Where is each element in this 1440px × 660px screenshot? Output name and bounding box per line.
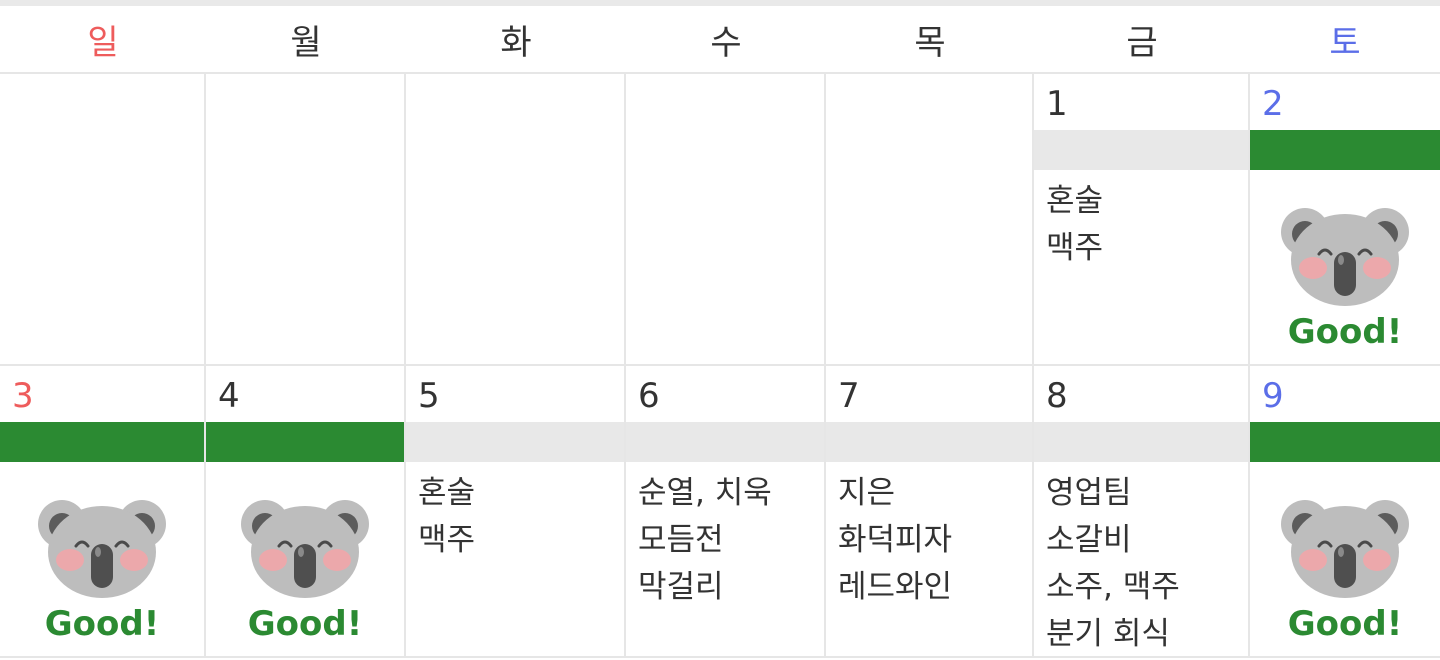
weekday-sat: 토	[1329, 22, 1361, 63]
empty-day-cell	[406, 74, 626, 364]
day-number: 3	[12, 376, 34, 416]
empty-day-cell	[626, 74, 826, 364]
empty-day-cell	[206, 74, 406, 364]
weekday-fri: 금	[1126, 22, 1158, 63]
good-stamp: Good!	[1250, 202, 1440, 352]
status-band-gray	[1034, 422, 1248, 462]
good-label: Good!	[1287, 604, 1403, 644]
day-cell-9[interactable]: 9 Good!	[1250, 366, 1440, 656]
event-item: 화덕피자	[838, 522, 953, 558]
event-item: 지은	[838, 475, 896, 511]
event-item: 소주, 맥주	[1046, 569, 1180, 605]
event-item: 분기 회식	[1046, 616, 1170, 652]
weekday-mon: 월	[290, 22, 322, 63]
day-number: 9	[1262, 376, 1284, 416]
day-number: 5	[418, 376, 440, 416]
day-number: 2	[1262, 84, 1284, 124]
good-stamp: Good!	[1250, 494, 1440, 644]
top-divider	[0, 0, 1440, 6]
weekday-wed: 수	[710, 22, 742, 63]
event-item: 소갈비	[1046, 522, 1132, 558]
good-label: Good!	[247, 604, 363, 644]
event-item: 순열, 치욱	[638, 475, 772, 511]
event-item: 혼술	[1046, 183, 1104, 219]
day-cell-4[interactable]: 4 Good!	[206, 366, 406, 656]
status-band-green	[0, 422, 204, 462]
status-band-gray	[1034, 130, 1248, 170]
day-cell-3[interactable]: 3 Good!	[0, 366, 206, 656]
event-item: 모듬전	[638, 522, 724, 558]
koala-icon	[1281, 494, 1409, 598]
empty-day-cell	[826, 74, 1034, 364]
status-band-gray	[406, 422, 624, 462]
day-cell-2[interactable]: 2 Good!	[1250, 74, 1440, 364]
event-item: 레드와인	[838, 569, 953, 605]
status-band-gray	[826, 422, 1032, 462]
event-item: 막걸리	[638, 569, 724, 605]
event-item: 맥주	[1046, 230, 1104, 266]
event-item: 영업팀	[1046, 475, 1132, 511]
good-label: Good!	[1287, 312, 1403, 352]
weekday-header: 일 월 화 수 목 금 토	[0, 6, 1440, 74]
empty-day-cell	[0, 74, 206, 364]
status-band-gray	[626, 422, 824, 462]
koala-icon	[1281, 202, 1409, 306]
status-band-green	[1250, 422, 1440, 462]
weekday-sun: 일	[87, 22, 119, 63]
day-number: 1	[1046, 84, 1068, 124]
good-stamp: Good!	[206, 494, 404, 644]
event-item: 맥주	[418, 522, 476, 558]
good-stamp: Good!	[0, 494, 204, 644]
good-label: Good!	[44, 604, 160, 644]
status-band-green	[206, 422, 404, 462]
day-number: 6	[638, 376, 660, 416]
day-number: 7	[838, 376, 860, 416]
event-item: 혼술	[418, 475, 476, 511]
day-number: 8	[1046, 376, 1068, 416]
day-number: 4	[218, 376, 240, 416]
koala-icon	[241, 494, 369, 598]
weekday-thu: 목	[914, 22, 946, 63]
weekday-tue: 화	[500, 22, 532, 63]
status-band-green	[1250, 130, 1440, 170]
koala-icon	[38, 494, 166, 598]
